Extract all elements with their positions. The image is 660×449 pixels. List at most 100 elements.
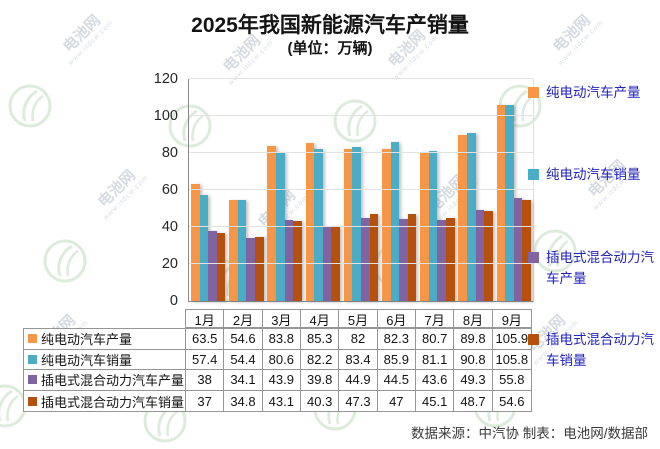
bar	[484, 210, 493, 301]
series-name: 纯电动汽车产量	[41, 332, 133, 348]
value-cell: 85.3	[300, 329, 340, 350]
value-cell: 57.4	[186, 349, 225, 371]
legend-label: 插电式混合动力汽车销量	[546, 332, 654, 368]
series-label-cell: 纯电动汽车产量	[24, 329, 186, 350]
series-key-icon	[28, 354, 37, 364]
bar	[229, 200, 238, 301]
bar	[522, 200, 532, 301]
bar-group-3月	[265, 79, 303, 301]
y-tick-label: 80	[161, 145, 178, 161]
value-cell: 34.1	[224, 370, 263, 391]
bar-group-1月	[189, 79, 227, 301]
legend-swatch-icon	[528, 334, 539, 345]
bar-group-4月	[304, 79, 342, 301]
value-cell: 34.8	[224, 390, 263, 412]
bar-groups	[189, 79, 533, 301]
gridline	[189, 189, 533, 190]
month-header-cell: 7月	[416, 310, 455, 329]
chart-subtitle: (单位：万辆)	[287, 40, 373, 57]
value-cell: 89.8	[454, 329, 493, 350]
value-cell: 43.1	[263, 390, 301, 412]
legend-label: 纯电动汽车销量	[546, 167, 641, 182]
month-header-cell: 3月	[263, 310, 301, 329]
bar	[190, 183, 200, 301]
value-cell: 44.9	[339, 370, 378, 391]
value-cell: 38	[186, 370, 225, 391]
bar	[458, 134, 468, 301]
bar	[446, 217, 455, 301]
series-key-icon	[28, 396, 37, 406]
chart-title: 2025年我国新能源汽车产销量	[191, 14, 469, 37]
value-cell: 81.1	[415, 349, 455, 371]
bar	[428, 150, 438, 301]
value-cell: 48.7	[454, 390, 493, 412]
bar-group-9月	[495, 79, 533, 301]
value-cell: 39.8	[300, 370, 340, 391]
series-key-icon	[28, 334, 37, 344]
legend-label: 纯电动汽车产量	[546, 85, 641, 100]
value-cell: 85.9	[377, 349, 416, 371]
bar-group-8月	[457, 79, 495, 301]
series-label-cell: 插电式混合动力汽车产量	[24, 370, 186, 391]
bar	[293, 221, 302, 301]
month-header-cell: 4月	[301, 310, 340, 329]
y-tick-label: 20	[161, 256, 178, 272]
gridline	[189, 78, 533, 79]
value-cell: 37	[186, 390, 225, 412]
bar	[496, 105, 506, 301]
value-cell: 80.6	[262, 349, 301, 371]
month-header-cell: 1月	[186, 310, 225, 329]
bar	[305, 143, 315, 301]
month-header-cell: 6月	[378, 310, 416, 329]
value-cell: 55.8	[492, 370, 531, 391]
watermark-leaf-logo-icon	[8, 84, 52, 128]
legend-item: 纯电动汽车产量	[528, 83, 658, 104]
legend-item: 纯电动汽车销量	[528, 165, 658, 186]
gridline	[189, 152, 533, 153]
bar	[267, 145, 276, 301]
y-tick-label: 0	[169, 293, 178, 309]
month-header-cell: 5月	[339, 310, 378, 329]
bar	[216, 232, 226, 301]
value-cell: 90.8	[454, 349, 493, 371]
bar	[343, 149, 353, 301]
value-cell: 105.8	[492, 350, 531, 371]
bar	[437, 220, 447, 301]
value-cell: 80.7	[415, 329, 455, 350]
value-cell: 45.1	[416, 390, 455, 412]
y-tick-label: 120	[153, 71, 178, 87]
bar	[505, 105, 514, 301]
bar	[199, 194, 209, 301]
value-cell: 63.5	[186, 329, 225, 350]
value-cell: 82.3	[377, 329, 416, 350]
bar	[208, 230, 217, 301]
value-cell: 44.5	[377, 370, 416, 391]
month-header-cell: 2月	[224, 310, 263, 329]
legend-swatch-icon	[528, 252, 539, 263]
value-cell: 83.4	[339, 349, 378, 371]
source-credit: 数据来源：中汽协 制表：电池网/数据部	[410, 426, 648, 441]
series-name: 插电式混合动力汽车产量	[41, 373, 185, 389]
bar	[360, 217, 370, 301]
value-cell: 54.6	[499, 393, 525, 409]
bar	[284, 219, 294, 301]
value-cell: 43.6	[415, 370, 455, 391]
bar	[369, 213, 379, 301]
series-key-icon	[28, 375, 37, 385]
watermark-leaf-logo-icon	[43, 239, 87, 283]
bar	[399, 218, 408, 301]
bar-group-6月	[380, 79, 418, 301]
bar	[237, 200, 247, 301]
value-cell: 47	[378, 390, 416, 412]
bar	[246, 237, 255, 301]
bar	[382, 148, 391, 301]
value-cell: 40.3	[301, 390, 340, 412]
data-table: 纯电动汽车产量 63.5 54.6 83.8 85.3 82 82.3 80.7 89.8 105…	[23, 328, 532, 413]
bar	[254, 236, 264, 301]
bar	[322, 227, 332, 301]
y-tick-label: 100	[153, 108, 178, 124]
bar-group-2月	[227, 79, 265, 301]
gridline	[189, 226, 533, 227]
bar	[314, 148, 323, 301]
value-cell: 83.8	[262, 329, 301, 350]
